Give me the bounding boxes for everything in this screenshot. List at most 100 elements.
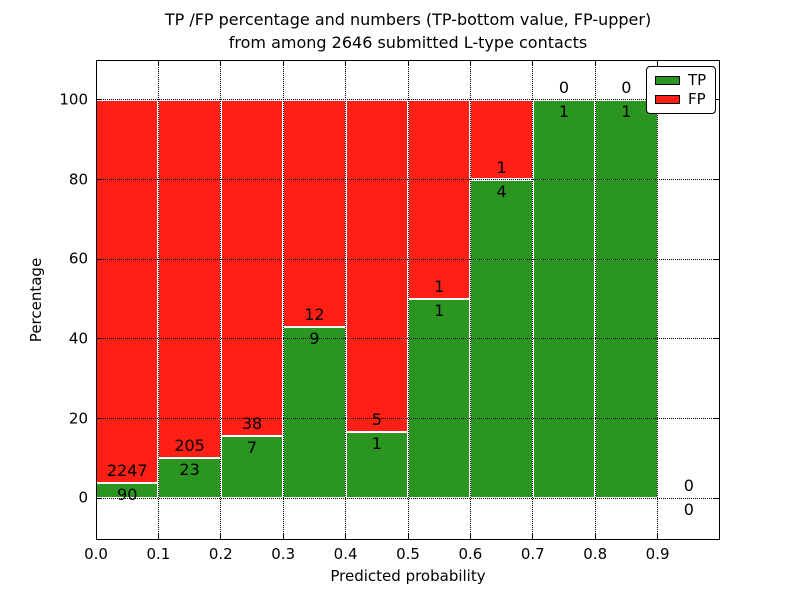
y-tick-label: 60 xyxy=(68,249,88,268)
x-tick-top xyxy=(657,61,659,66)
x-tick-bottom xyxy=(407,534,409,539)
bar-segment-fp xyxy=(158,99,221,458)
fp-count-label: 1 xyxy=(434,277,445,296)
x-tick-top xyxy=(220,61,222,66)
y-tick-left xyxy=(97,497,102,499)
tp-count-label: 1 xyxy=(371,433,382,453)
x-tick-top xyxy=(469,61,471,66)
bar-segment-fp xyxy=(283,99,346,328)
legend-label-fp: FP xyxy=(688,90,706,108)
y-tick-left xyxy=(97,258,102,260)
fp-count-label: 1 xyxy=(496,157,507,177)
bar-segment-fp xyxy=(408,99,471,299)
bar-segment-tp xyxy=(595,99,658,499)
x-tick-label: 0.0 xyxy=(84,545,108,563)
tp-count-label: 7 xyxy=(246,438,258,458)
x-tick-label: 0.4 xyxy=(333,545,358,563)
grid-line-x-0.8 xyxy=(594,60,596,540)
x-tick-label: 0.2 xyxy=(208,545,233,563)
bar-segment-tp xyxy=(408,299,471,499)
y-axis-label: Percentage xyxy=(27,257,45,343)
x-tick-top xyxy=(282,61,284,66)
tp-color-swatch xyxy=(655,76,680,85)
bar-segment-tp xyxy=(158,457,221,499)
y-tick-label: 100 xyxy=(59,90,88,109)
tp-count-label: 4 xyxy=(496,181,507,201)
x-tick-label: 0.3 xyxy=(271,545,296,563)
y-tick-right xyxy=(714,338,719,340)
x-tick-bottom xyxy=(220,534,222,539)
bar-segment-tp xyxy=(345,431,408,499)
tp-count-label: 23 xyxy=(179,459,200,479)
legend: TP FP xyxy=(646,66,716,114)
tp-count-label: 1 xyxy=(434,301,445,320)
legend-entry-tp: TP xyxy=(655,73,707,88)
y-tick-right xyxy=(714,99,719,101)
grid-line-x-0.7 xyxy=(532,60,534,540)
x-tick-top xyxy=(594,61,596,66)
y-tick-left xyxy=(97,99,102,101)
bar-segment-fp xyxy=(345,99,408,432)
x-tick-label: 0.9 xyxy=(645,545,670,563)
x-axis-label: Predicted probability xyxy=(330,567,486,585)
tp-count-label: 1 xyxy=(558,101,570,121)
chart-title: TP /FP percentage and numbers (TP-bottom… xyxy=(96,8,720,54)
bar-segment-tp xyxy=(532,99,596,499)
y-tick-right xyxy=(714,179,719,180)
bar-segment-tp xyxy=(220,436,284,499)
chart-title-line1: TP /FP percentage and numbers (TP-bottom… xyxy=(164,10,652,29)
x-tick-label: 0.6 xyxy=(458,545,483,563)
bar-segment-fp xyxy=(96,99,159,483)
y-tick-label: 80 xyxy=(68,170,88,188)
fp-count-label: 38 xyxy=(241,414,263,434)
x-tick-bottom xyxy=(282,534,284,539)
x-tick-bottom xyxy=(657,534,659,539)
grid-line-x-0.9 xyxy=(657,60,659,540)
y-tick-label: 0 xyxy=(78,488,88,507)
grid-line-x-0.5 xyxy=(407,60,409,540)
x-tick-top xyxy=(345,61,347,66)
x-tick-label: 0.5 xyxy=(396,545,420,563)
chart-title-line2: from among 2646 submitted L-type contact… xyxy=(228,33,588,52)
fp-count-label: 0 xyxy=(558,77,570,97)
y-tick-left xyxy=(97,179,102,180)
x-tick-bottom xyxy=(532,534,534,539)
x-tick-bottom xyxy=(157,534,159,539)
tp-count-label: 0 xyxy=(683,500,694,520)
legend-entry-fp: FP xyxy=(655,92,707,107)
grid-line-x-0.4 xyxy=(345,60,347,540)
fp-count-label: 12 xyxy=(304,305,325,325)
y-tick-right xyxy=(714,418,719,419)
grid-line-x-0.2 xyxy=(220,60,222,540)
x-tick-bottom xyxy=(345,534,347,539)
x-tick-label: 0.7 xyxy=(520,545,545,563)
x-tick-label: 0.1 xyxy=(146,545,171,563)
y-tick-left xyxy=(97,418,102,419)
bar-segment-tp xyxy=(283,327,346,499)
fp-count-label: 2247 xyxy=(106,460,148,480)
tp-count-label: 1 xyxy=(621,101,632,121)
x-tick-bottom xyxy=(95,534,97,539)
tp-count-label: 9 xyxy=(309,329,320,349)
fp-color-swatch xyxy=(655,95,680,104)
x-tick-bottom xyxy=(594,534,596,539)
grid-line-x-0.3 xyxy=(282,60,284,540)
fp-count-label: 205 xyxy=(174,435,205,455)
x-tick-top xyxy=(157,61,159,66)
x-tick-bottom xyxy=(469,534,471,539)
y-tick-right xyxy=(714,258,719,260)
x-tick-top xyxy=(95,61,97,66)
bar-segment-fp xyxy=(220,99,284,437)
legend-label-tp: TP xyxy=(688,71,707,89)
tp-count-label: 90 xyxy=(117,484,138,504)
fp-count-label: 0 xyxy=(621,77,632,97)
grid-line-x-0.1 xyxy=(157,60,159,540)
y-tick-right xyxy=(714,497,719,499)
y-tick-label: 20 xyxy=(68,409,88,427)
fp-count-label: 0 xyxy=(683,476,694,496)
x-tick-top xyxy=(407,61,409,66)
x-tick-top xyxy=(532,61,534,66)
y-tick-left xyxy=(97,338,102,340)
fp-count-label: 5 xyxy=(371,409,382,429)
